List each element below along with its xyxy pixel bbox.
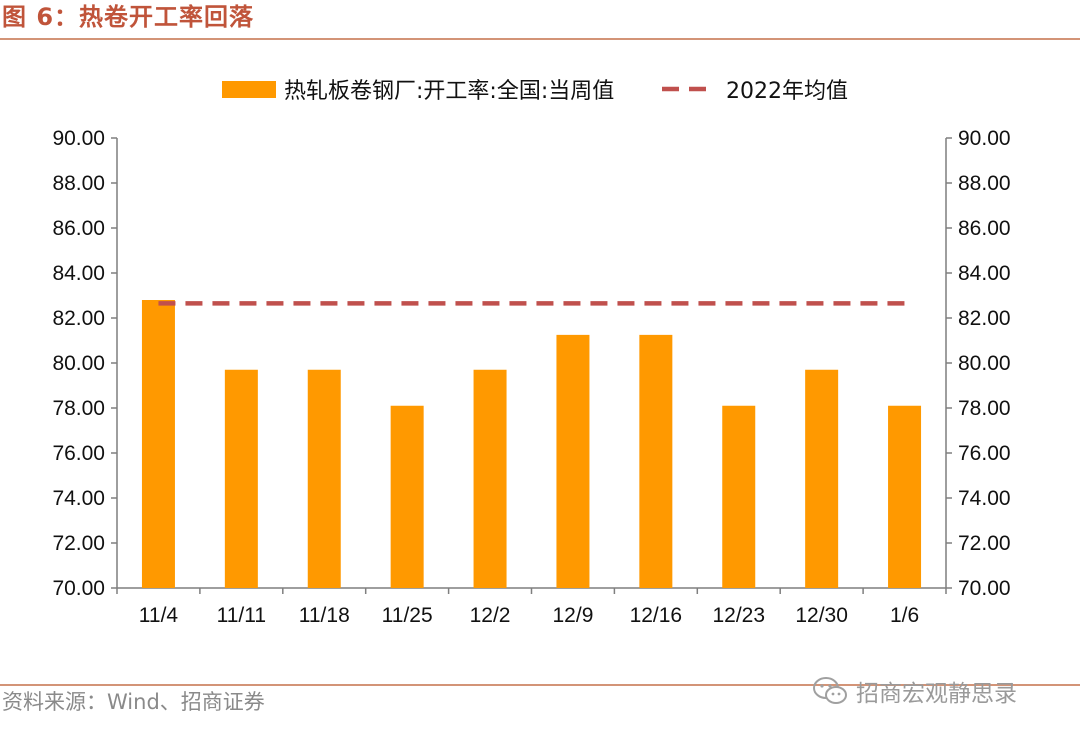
left-y-tick-label: 78.00 — [52, 397, 105, 420]
bar — [224, 369, 258, 588]
hot-rolled-utilization-chart: 热轧板卷钢厂:开工率:全国:当周值 2022年均值 70.00 70.00 72.00… — [52, 79, 1010, 627]
bar — [473, 369, 507, 588]
x-tick-label: 12/16 — [630, 604, 683, 627]
x-axis-labels: 11/4 11/11 11/18 11/25 12/2 12/9 12/16 12/23 12/… — [139, 604, 919, 627]
right-y-tick-label: 82.00 — [958, 307, 1011, 330]
right-y-tick-label: 72.00 — [958, 532, 1011, 555]
x-tick-label: 12/23 — [712, 604, 765, 627]
legend-line-label: 2022年均值 — [726, 79, 848, 104]
left-y-tick-label: 70.00 — [52, 577, 105, 600]
left-y-tick-label: 76.00 — [52, 442, 105, 465]
chart-axes: 70.00 70.00 72.00 72.00 74.00 74.00 76.00 76.00… — [52, 127, 1010, 600]
bar — [722, 405, 756, 588]
right-y-tick-label: 86.00 — [958, 217, 1011, 240]
right-y-tick-label: 88.00 — [958, 172, 1011, 195]
right-y-tick-label: 78.00 — [958, 397, 1011, 420]
bar — [307, 369, 341, 588]
bar — [556, 334, 590, 588]
bar — [639, 334, 673, 588]
right-y-tick-label: 84.00 — [958, 262, 1011, 285]
left-y-tick-label: 74.00 — [52, 487, 105, 510]
bar — [390, 405, 424, 588]
x-tick-label: 12/30 — [795, 604, 848, 627]
right-y-tick-label: 76.00 — [958, 442, 1011, 465]
watermark-text: 招商宏观静思录 — [856, 681, 1017, 707]
left-y-tick-label: 72.00 — [52, 532, 105, 555]
bar-series — [141, 300, 922, 588]
x-tick-label: 11/4 — [139, 604, 179, 627]
x-tick-label: 11/11 — [217, 604, 266, 627]
legend-bar-swatch — [222, 81, 276, 98]
left-y-tick-label: 90.00 — [52, 127, 105, 150]
source-divider — [0, 684, 1080, 686]
source-note: 资料来源：Wind、招商证券 — [2, 690, 265, 714]
figure-title: 图 6：热卷开工率回落 — [2, 3, 255, 31]
x-tick-label: 11/25 — [382, 604, 433, 627]
bar — [888, 405, 922, 588]
bar — [141, 300, 175, 588]
watermark: 招商宏观静思录 — [812, 674, 1017, 708]
left-y-tick-label: 88.00 — [52, 172, 105, 195]
x-tick-label: 1/6 — [890, 604, 919, 627]
x-tick-label: 12/9 — [553, 604, 594, 627]
left-y-tick-label: 80.00 — [52, 352, 105, 375]
title-divider — [0, 38, 1080, 40]
left-y-tick-label: 86.00 — [52, 217, 105, 240]
right-y-tick-label: 80.00 — [958, 352, 1011, 375]
legend: 热轧板卷钢厂:开工率:全国:当周值 2022年均值 — [222, 79, 848, 104]
right-y-tick-label: 74.00 — [958, 487, 1011, 510]
wechat-icon — [813, 677, 847, 704]
right-y-tick-label: 70.00 — [958, 577, 1011, 600]
right-y-tick-label: 90.00 — [958, 127, 1011, 150]
left-y-tick-label: 82.00 — [52, 307, 105, 330]
x-tick-label: 12/2 — [470, 604, 511, 627]
legend-bar-label: 热轧板卷钢厂:开工率:全国:当周值 — [284, 79, 614, 104]
bar — [805, 369, 839, 588]
left-y-tick-label: 84.00 — [52, 262, 105, 285]
x-tick-label: 11/18 — [299, 604, 350, 627]
